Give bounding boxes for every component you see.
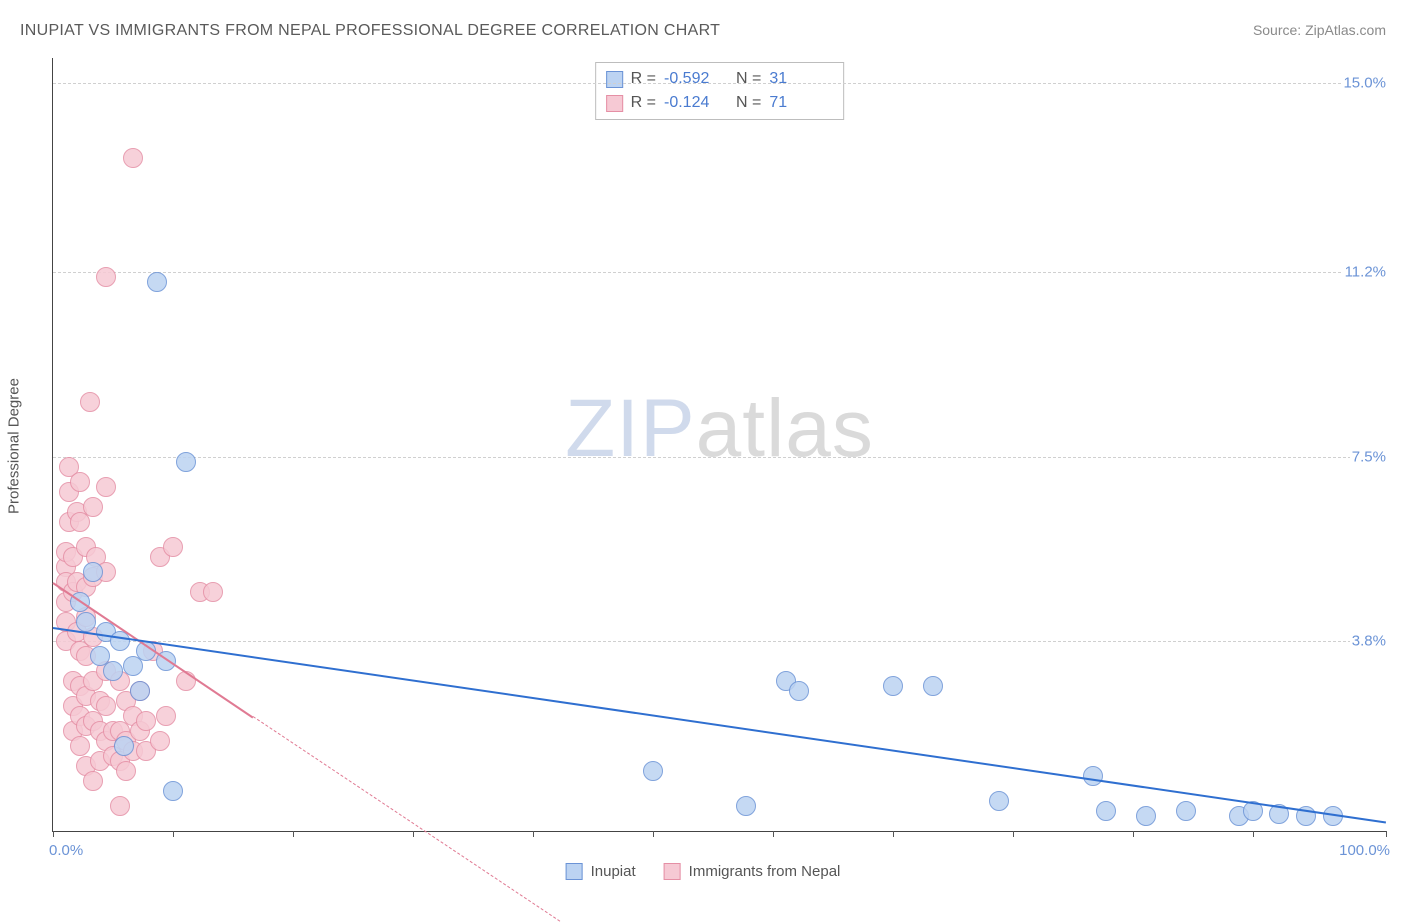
swatch-a-icon [566, 863, 583, 880]
point-series-a [643, 761, 663, 781]
x-axis-label-min: 0.0% [49, 842, 83, 859]
point-series-b [150, 731, 170, 751]
point-series-b [156, 706, 176, 726]
legend-item-a: Inupiat [566, 863, 636, 880]
watermark-zip: ZIP [565, 383, 696, 474]
x-tick [293, 831, 294, 837]
x-axis-label-max: 100.0% [1339, 842, 1390, 859]
n-value-b: 71 [769, 91, 833, 115]
r-value-a: -0.592 [664, 67, 728, 91]
x-tick [1133, 831, 1134, 837]
point-series-b [110, 796, 130, 816]
r-value-b: -0.124 [664, 91, 728, 115]
point-series-b [163, 537, 183, 557]
stats-row-b: R = -0.124 N = 71 [606, 91, 834, 115]
gridline [53, 641, 1386, 642]
point-series-a [83, 562, 103, 582]
point-series-b [96, 267, 116, 287]
y-tick-label: 7.5% [1350, 448, 1388, 465]
point-series-b [96, 477, 116, 497]
point-series-a [110, 631, 130, 651]
point-series-a [883, 676, 903, 696]
point-series-a [1096, 801, 1116, 821]
y-axis-title: Professional Degree [6, 378, 23, 514]
trend-line [53, 627, 1386, 823]
legend-label-b: Immigrants from Nepal [689, 863, 841, 880]
point-series-a [923, 676, 943, 696]
x-tick [1013, 831, 1014, 837]
point-series-a [114, 736, 134, 756]
point-series-b [116, 761, 136, 781]
point-series-a [76, 612, 96, 632]
x-tick [1386, 831, 1387, 837]
point-series-b [136, 711, 156, 731]
point-series-a [1176, 801, 1196, 821]
y-tick-label: 15.0% [1341, 74, 1388, 91]
y-tick-label: 11.2% [1343, 264, 1388, 281]
x-tick [893, 831, 894, 837]
x-tick [653, 831, 654, 837]
x-tick [53, 831, 54, 837]
point-series-a [1083, 766, 1103, 786]
point-series-a [130, 681, 150, 701]
gridline [53, 457, 1386, 458]
point-series-a [103, 661, 123, 681]
gridline [53, 83, 1386, 84]
point-series-a [163, 781, 183, 801]
x-tick [1253, 831, 1254, 837]
swatch-series-b [606, 95, 623, 112]
point-series-a [789, 681, 809, 701]
x-tick [533, 831, 534, 837]
watermark-atlas: atlas [696, 383, 874, 474]
point-series-b [83, 771, 103, 791]
bottom-legend: Inupiat Immigrants from Nepal [566, 863, 841, 880]
x-tick [173, 831, 174, 837]
n-label-a: N = [736, 67, 761, 91]
y-tick-label: 3.8% [1350, 633, 1388, 650]
point-series-b [203, 582, 223, 602]
trend-line-dashed [253, 716, 560, 921]
point-series-b [83, 497, 103, 517]
point-series-a [989, 791, 1009, 811]
x-tick [773, 831, 774, 837]
point-series-b [123, 148, 143, 168]
point-series-b [70, 736, 90, 756]
gridline [53, 272, 1386, 273]
watermark: ZIPatlas [565, 382, 874, 476]
legend-label-a: Inupiat [591, 863, 636, 880]
plot-area: ZIPatlas R = -0.592 N = 31 R = -0.124 N … [52, 58, 1386, 832]
point-series-b [70, 472, 90, 492]
swatch-series-a [606, 71, 623, 88]
x-tick [413, 831, 414, 837]
r-label-a: R = [631, 67, 656, 91]
r-label-b: R = [631, 91, 656, 115]
point-series-b [96, 696, 116, 716]
stats-legend: R = -0.592 N = 31 R = -0.124 N = 71 [595, 62, 845, 120]
stats-row-a: R = -0.592 N = 31 [606, 67, 834, 91]
legend-item-b: Immigrants from Nepal [664, 863, 841, 880]
point-series-a [736, 796, 756, 816]
point-series-b [80, 392, 100, 412]
n-label-b: N = [736, 91, 761, 115]
source-attribution: Source: ZipAtlas.com [1253, 22, 1386, 38]
point-series-a [176, 452, 196, 472]
point-series-a [1136, 806, 1156, 826]
chart-title: INUPIAT VS IMMIGRANTS FROM NEPAL PROFESS… [20, 22, 720, 40]
n-value-a: 31 [769, 67, 833, 91]
point-series-a [147, 272, 167, 292]
swatch-b-icon [664, 863, 681, 880]
